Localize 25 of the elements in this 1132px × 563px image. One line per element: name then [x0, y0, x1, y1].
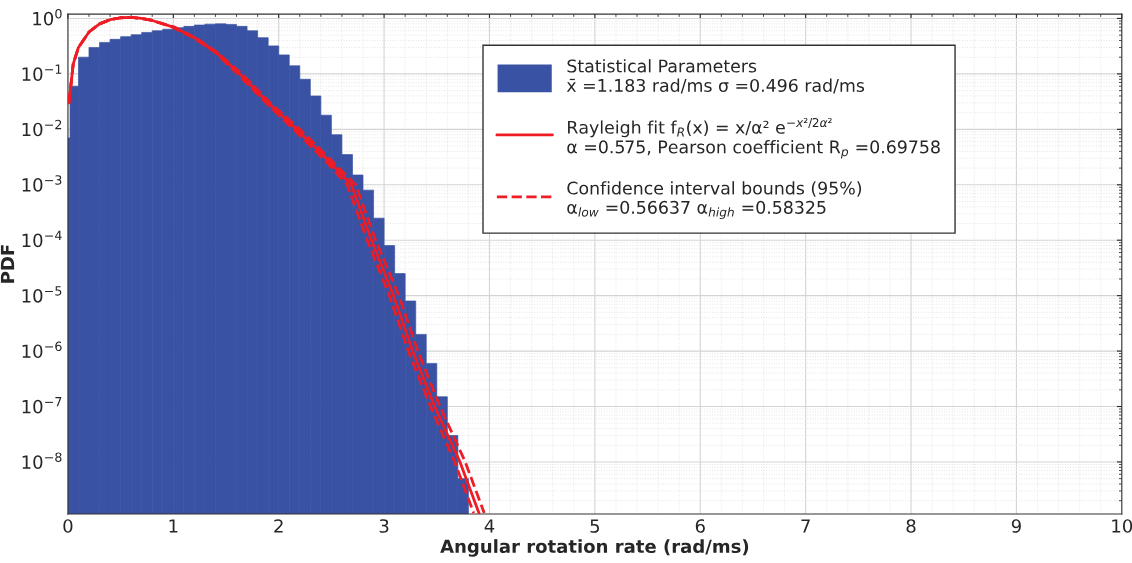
- y-tick-label: 10$^{−2}$: [22, 119, 62, 137]
- legend-label: Rayleigh fit f$_{R}$(x) = x/α² e$^{−x²/2α²}$ α =0.575, Pearson coefficient R$_{p}$ =0.69758: [567, 117, 940, 159]
- x-tick-label: 8: [906, 519, 916, 533]
- y-tick-label: 10$^{−4}$: [22, 230, 62, 248]
- y-tick-label: 10$^{−8}$: [22, 452, 62, 469]
- y-axis-title: PDF: [0, 245, 15, 283]
- x-tick-label: 1: [169, 519, 178, 533]
- y-tick-label: 10$^{−1}$: [22, 64, 62, 81]
- x-tick-label: 0: [63, 519, 73, 533]
- x-tick-label: 4: [484, 519, 495, 533]
- y-tick-label: 10$^{−3}$: [22, 175, 62, 192]
- x-tick-label: 6: [695, 519, 705, 533]
- x-tick-label: 5: [590, 519, 600, 533]
- x-tick-label: 3: [379, 519, 389, 533]
- x-axis-title: Angular rotation rate (rad/ms): [440, 539, 749, 557]
- x-tick-label: 9: [1011, 519, 1021, 533]
- x-tick-label: 7: [801, 519, 810, 533]
- x-tick-label: 10: [1112, 519, 1132, 533]
- y-tick-label: 10$^{0}$: [33, 8, 62, 26]
- y-tick-label: 10$^{−7}$: [22, 397, 62, 414]
- x-tick-label: 2: [274, 519, 283, 533]
- legend-label: Confidence interval bounds (95%) α$_{low}$ =0.56637 α$_{high}$ =0.58325: [567, 181, 862, 220]
- y-tick-label: 10$^{−5}$: [22, 286, 62, 303]
- y-tick-label: 10$^{−6}$: [22, 341, 62, 359]
- legend-label: Statistical Parameters x̄ =1.183 rad/ms σ =0.496 rad/ms: [566, 59, 865, 94]
